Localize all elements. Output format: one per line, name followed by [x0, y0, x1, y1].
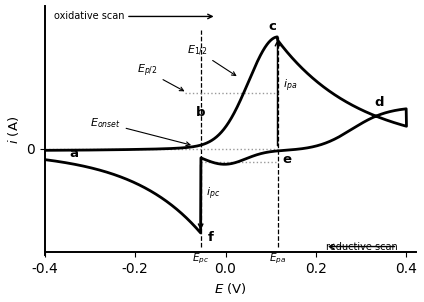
- Y-axis label: $i$ (A): $i$ (A): [6, 116, 20, 144]
- Text: $i_{pa}$: $i_{pa}$: [283, 78, 297, 95]
- Text: b: b: [196, 106, 206, 119]
- Text: a: a: [70, 147, 78, 160]
- Text: e: e: [282, 153, 291, 166]
- Text: $i_{pc}$: $i_{pc}$: [206, 185, 220, 202]
- Text: reductive scan: reductive scan: [326, 242, 397, 252]
- Text: $E_{1/2}$: $E_{1/2}$: [187, 43, 236, 76]
- Text: $E_{p/2}$: $E_{p/2}$: [137, 63, 184, 91]
- Text: c: c: [268, 20, 276, 33]
- X-axis label: $E$ (V): $E$ (V): [214, 281, 246, 296]
- Text: $E_{pc}$: $E_{pc}$: [192, 251, 209, 266]
- Text: oxidative scan: oxidative scan: [53, 11, 124, 21]
- Text: d: d: [375, 96, 384, 109]
- Text: f: f: [207, 231, 213, 244]
- Text: $E_{onset}$: $E_{onset}$: [90, 116, 190, 146]
- Text: $E_{pa}$: $E_{pa}$: [269, 251, 286, 266]
